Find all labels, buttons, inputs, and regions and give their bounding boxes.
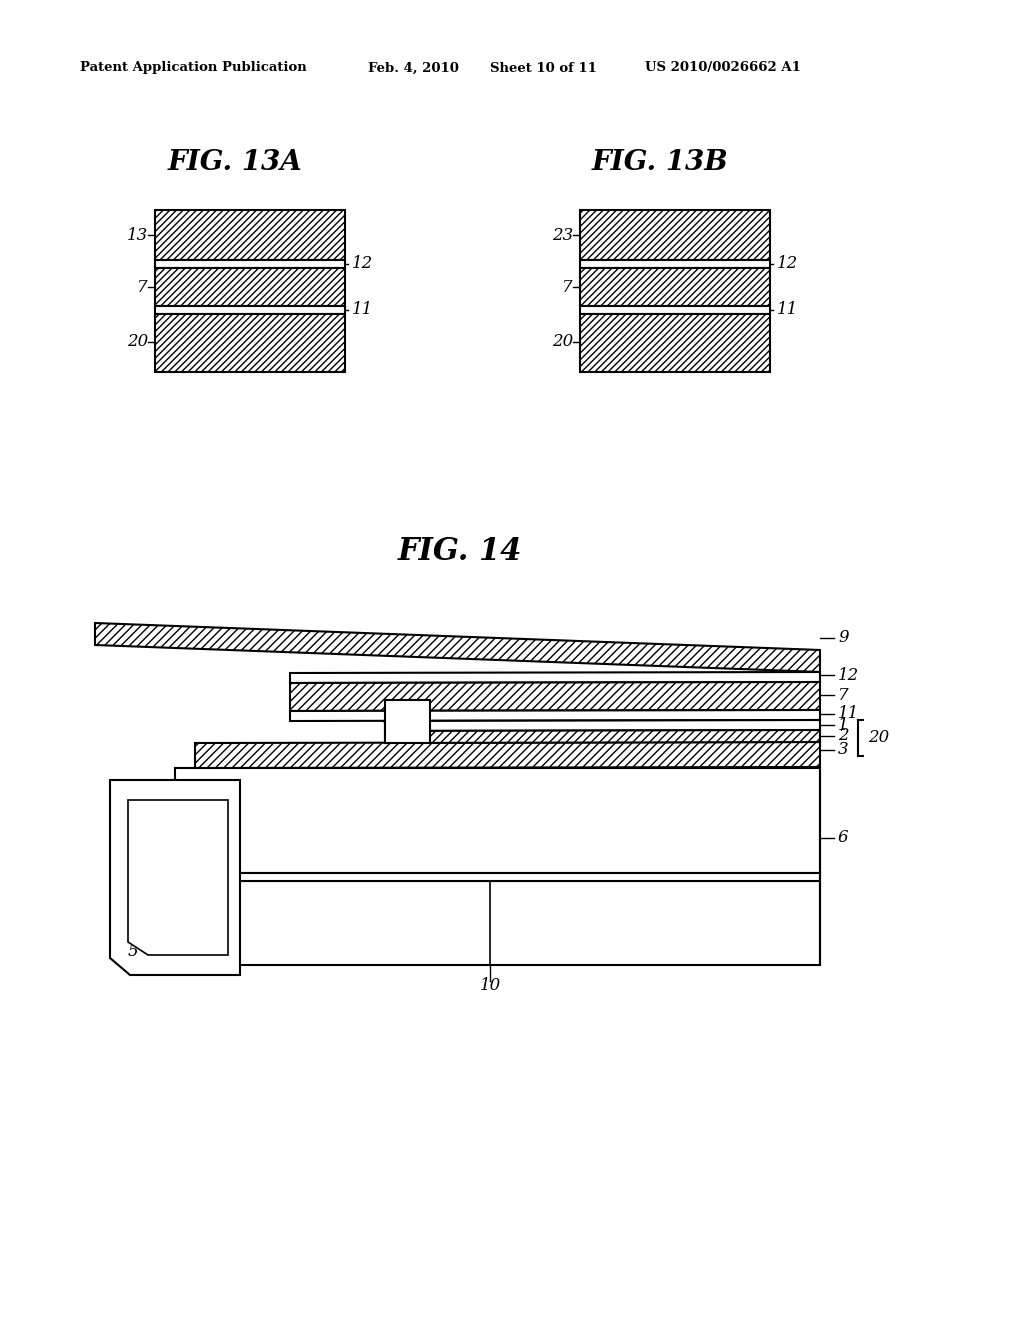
Text: US 2010/0026662 A1: US 2010/0026662 A1 (645, 62, 801, 74)
Text: 12: 12 (352, 256, 374, 272)
Text: 9: 9 (838, 630, 849, 647)
Bar (580, 306, 770, 314)
Text: Sheet 10 of 11: Sheet 10 of 11 (490, 62, 597, 74)
Bar (580, 314, 770, 372)
Polygon shape (95, 623, 820, 672)
Text: 23: 23 (552, 227, 573, 243)
Polygon shape (175, 880, 820, 965)
Polygon shape (290, 672, 820, 682)
Text: 3: 3 (838, 742, 849, 759)
Polygon shape (128, 800, 228, 954)
Text: 4: 4 (357, 704, 368, 721)
Text: 20: 20 (868, 730, 889, 747)
Bar (580, 210, 770, 260)
Text: FIG. 13A: FIG. 13A (168, 149, 302, 176)
Text: 2: 2 (838, 727, 849, 744)
Text: 11: 11 (352, 301, 374, 318)
Text: Feb. 4, 2010: Feb. 4, 2010 (368, 62, 459, 74)
Bar (155, 268, 345, 306)
Text: FIG. 14: FIG. 14 (397, 536, 522, 568)
Text: 7: 7 (838, 686, 849, 704)
Bar (155, 210, 345, 260)
Polygon shape (385, 719, 820, 731)
Text: FIG. 13B: FIG. 13B (592, 149, 728, 176)
Text: 20: 20 (552, 334, 573, 351)
Bar (155, 306, 345, 314)
Text: 11: 11 (838, 705, 859, 722)
Text: 5: 5 (127, 944, 138, 961)
Polygon shape (385, 730, 820, 743)
Bar (580, 260, 770, 268)
Text: 13: 13 (127, 227, 148, 243)
Bar (580, 268, 770, 306)
Text: 10: 10 (479, 977, 501, 994)
Polygon shape (110, 780, 240, 975)
Text: 7: 7 (137, 279, 148, 296)
Polygon shape (195, 742, 820, 768)
Polygon shape (175, 873, 820, 880)
Text: 12: 12 (838, 667, 859, 684)
Bar (155, 314, 345, 372)
Polygon shape (290, 710, 820, 721)
Text: Patent Application Publication: Patent Application Publication (80, 62, 307, 74)
Polygon shape (385, 700, 430, 743)
Text: 1: 1 (838, 717, 849, 734)
Text: 7: 7 (562, 279, 573, 296)
Text: 12: 12 (777, 256, 799, 272)
Text: 20: 20 (127, 334, 148, 351)
Bar (155, 260, 345, 268)
Polygon shape (175, 768, 820, 873)
Text: 11: 11 (777, 301, 799, 318)
Text: 6: 6 (838, 829, 849, 846)
Polygon shape (290, 682, 820, 711)
